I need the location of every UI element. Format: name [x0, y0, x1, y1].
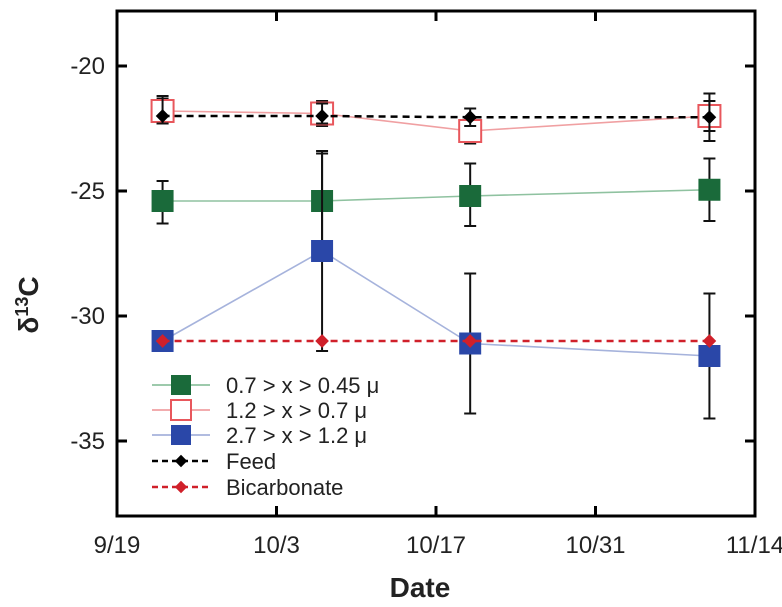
- legend-marker: [171, 425, 191, 445]
- data-point: [698, 178, 721, 201]
- data-point: [315, 109, 329, 123]
- data-point: [702, 110, 717, 125]
- y-axis-title-sup: 13: [12, 297, 32, 317]
- x-axis-ticks: 9/19 10/3 10/17 10/31 11/14: [94, 11, 782, 559]
- y-axis-title-delta: δ: [13, 317, 44, 334]
- y-axis-ticks: -20 -25 -30 -35: [70, 53, 755, 455]
- legend-label: 1.2 > x > 0.7 μ: [226, 398, 367, 423]
- legend: 0.7 > x > 0.45 μ1.2 > x > 0.7 μ2.7 > x >…: [152, 373, 379, 500]
- data-point: [463, 110, 477, 125]
- legend-marker: [171, 375, 191, 395]
- series-layer: [150, 92, 722, 420]
- y-tick-label: -25: [70, 178, 105, 205]
- series-line: [162, 250, 710, 357]
- data-point: [698, 345, 721, 367]
- legend-entry: Feed: [152, 449, 276, 474]
- data-point: [311, 240, 334, 262]
- legend-entry: 1.2 > x > 0.7 μ: [152, 398, 367, 423]
- series-line: [162, 188, 710, 202]
- series-line: [162, 114, 710, 119]
- data-point: [151, 190, 174, 212]
- x-tick-label: 10/17: [406, 532, 466, 559]
- legend-label: Bicarbonate: [226, 475, 343, 500]
- series-3: [155, 92, 717, 142]
- data-point: [155, 109, 170, 123]
- y-tick-label: -30: [70, 303, 105, 330]
- data-point: [702, 334, 717, 348]
- x-tick-label: 11/14: [726, 532, 782, 559]
- data-point: [155, 334, 170, 348]
- series-4: [155, 334, 717, 348]
- y-axis-title: δ13C: [12, 276, 44, 333]
- legend-entry: Bicarbonate: [152, 475, 343, 500]
- data-point: [315, 334, 329, 348]
- legend-marker: [174, 454, 188, 468]
- legend-label: 2.7 > x > 1.2 μ: [226, 423, 367, 448]
- legend-marker: [170, 399, 192, 421]
- y-tick-label: -35: [70, 428, 105, 455]
- y-axis-title-tail: C: [13, 276, 44, 296]
- data-point: [463, 334, 477, 348]
- x-axis-title: Date: [390, 572, 451, 603]
- data-point: [459, 185, 482, 207]
- legend-entry: 2.7 > x > 1.2 μ: [152, 423, 367, 448]
- legend-label: Feed: [226, 449, 276, 474]
- legend-marker: [174, 480, 188, 494]
- legend-label: 0.7 > x > 0.45 μ: [226, 373, 379, 398]
- x-tick-label: 9/19: [94, 532, 141, 559]
- x-tick-label: 10/31: [565, 532, 625, 559]
- y-tick-label: -20: [70, 53, 105, 80]
- legend-entry: 0.7 > x > 0.45 μ: [152, 373, 379, 398]
- x-tick-label: 10/3: [253, 532, 300, 559]
- plot-frame: [115, 9, 757, 518]
- series-line: [162, 110, 710, 132]
